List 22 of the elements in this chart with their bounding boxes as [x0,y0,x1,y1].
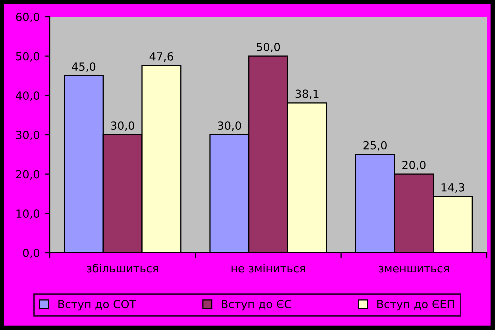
x-tick-label: зменшиться [379,266,450,273]
y-tick-label: 30,0 [16,130,40,141]
data-label: 20,0 [402,161,426,171]
y-tick-label: 0,0 [23,248,40,259]
y-tick-label: 60,0 [16,12,40,23]
data-label: 47,6 [150,52,174,62]
x-tick-label: не зміниться [232,264,306,273]
y-tick-label: 50,0 [16,52,40,62]
data-label: 14,3 [442,183,464,193]
y-tick-label: 20,0 [16,170,40,180]
y-tick-label: 10,0 [16,210,40,220]
x-tick-label: збільшиться [87,264,158,273]
data-label: 25,0 [364,141,387,151]
legend-label: Вступ до СОТ [58,300,136,311]
data-label: 30,0 [218,122,242,132]
y-tick-label: 40,0 [16,92,40,102]
legend-label: Вступ до ЄС [222,300,292,311]
data-label: 45,0 [72,62,96,72]
data-label: 30,0 [111,122,134,132]
data-label: 50,0 [256,43,280,53]
data-label: 38,1 [296,90,319,100]
legend-label: Вступ до ЄЕП [378,300,454,311]
